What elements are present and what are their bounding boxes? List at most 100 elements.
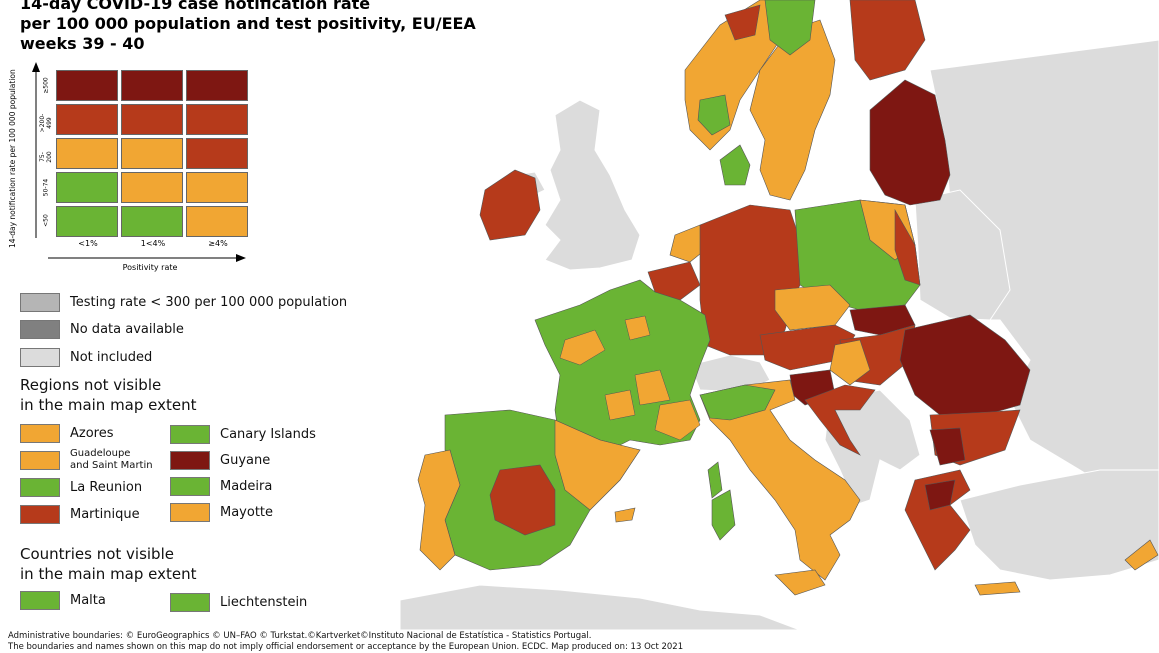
matrix-cell [121, 104, 183, 135]
matrix-cell [121, 172, 183, 203]
legend-region-mayotte: Mayotte [170, 503, 273, 522]
romania [899, 314, 1031, 416]
matrix-cell [121, 206, 183, 237]
regions-heading-line-1: Regions not visible [20, 376, 162, 394]
legend-country-malta: Malta [20, 591, 106, 610]
legend-swatch [20, 293, 60, 312]
matrix-row-label: 75-200 [39, 151, 53, 163]
bulgaria-west-dark [929, 427, 966, 466]
title-line-2: per 100 000 population and test positivi… [20, 14, 476, 33]
matrix-cell [56, 138, 118, 169]
legend-label: Guyane [220, 453, 271, 468]
denmark [719, 144, 751, 186]
legend-region-guyane: Guyane [170, 451, 270, 470]
map-title: 14-day COVID-19 case notification rate p… [20, 0, 476, 54]
legend-swatch [20, 348, 60, 367]
legend-label: La Reunion [70, 480, 143, 495]
legend-label-line-2: and Saint Martin [70, 460, 153, 471]
legend-label: Madeira [220, 479, 273, 494]
footer-line-1: Administrative boundaries: © EuroGeograp… [8, 631, 592, 641]
legend-label: No data available [70, 322, 184, 337]
italy [699, 379, 861, 581]
legend-swatch [20, 591, 60, 610]
title-line-3: weeks 39 - 40 [20, 34, 145, 53]
baltics [869, 79, 951, 206]
regions-heading: Regions not visible in the main map exte… [20, 375, 197, 415]
matrix-cell [186, 138, 248, 169]
legend-swatch [20, 505, 60, 524]
legend-swatch [20, 478, 60, 497]
matrix-axes [32, 62, 246, 262]
hungary-west-orange [829, 339, 871, 386]
matrix-cell [186, 206, 248, 237]
title-line-1: 14-day COVID-19 case notification rate [20, 0, 371, 13]
regions-heading-line-2: in the main map extent [20, 396, 197, 414]
greece-north-dark [924, 479, 956, 511]
greece [904, 469, 971, 571]
legend-region-madeira: Madeira [170, 477, 272, 496]
legend-country-liechtenstein: Liechtenstein [170, 593, 307, 612]
non-included-land [399, 39, 1159, 631]
legend-label: Testing rate < 300 per 100 000 populatio… [70, 295, 348, 310]
legend-swatch [170, 503, 210, 522]
legend-label: Azores [70, 426, 114, 441]
ireland [479, 169, 541, 241]
matrix-col-label: ≥4% [208, 239, 228, 248]
matrix-row-label: ≥500 [42, 77, 50, 94]
legend-region-azores: Azores [20, 424, 114, 443]
legend-label: Not included [70, 350, 153, 365]
crete [974, 581, 1021, 596]
sardinia [711, 489, 736, 541]
germany [699, 204, 806, 356]
legend-swatch [170, 425, 210, 444]
matrix-cell [56, 172, 118, 203]
legend-label: Malta [70, 593, 106, 608]
sweden-north-green [764, 0, 816, 56]
portugal [417, 449, 461, 571]
matrix-row-label: >200-499 [39, 113, 53, 133]
scandinavia [684, 0, 926, 201]
countries-heading-line-1: Countries not visible [20, 545, 174, 563]
legend-label: Martinique [70, 507, 140, 522]
croatia [804, 384, 876, 456]
legend-swatch [170, 477, 210, 496]
matrix-cell [56, 104, 118, 135]
matrix-row-label: 50-74 [42, 178, 50, 197]
norway-south-green [697, 94, 731, 136]
legend-swatch [170, 593, 210, 612]
map-footer: Administrative boundaries: © EuroGeograp… [8, 631, 683, 653]
matrix-x-axis-label: Positivity rate [122, 263, 178, 272]
legend-region-la-reunion: La Reunion [20, 478, 142, 497]
matrix-cell [186, 172, 248, 203]
france-orange-departments [559, 315, 701, 441]
belgium [647, 261, 701, 301]
legend-label: Canary Islands [220, 427, 316, 442]
legend-swatch [20, 424, 60, 443]
legend-label: Liechtenstein [220, 595, 308, 610]
finland [849, 0, 926, 81]
legend-label: Mayotte [220, 505, 274, 520]
cyprus [1124, 539, 1159, 571]
matrix-row-label: <50 [42, 214, 50, 227]
matrix-cell [56, 70, 118, 101]
legend-region-guadeloupe: Guadeloupe and Saint Martin [20, 448, 153, 472]
legend-swatch [170, 451, 210, 470]
spain-east-orange [554, 419, 641, 511]
matrix-cell [121, 138, 183, 169]
countries-heading: Countries not visible in the main map ex… [20, 544, 197, 584]
matrix-cell [56, 206, 118, 237]
poland-east-red [894, 208, 921, 286]
italy-north-green [699, 384, 776, 421]
legend-region-martinique: Martinique [20, 505, 140, 524]
sicily [774, 569, 826, 596]
countries-heading-line-2: in the main map extent [20, 565, 197, 583]
balearic [614, 507, 636, 523]
legend-label-line-1: Guadeloupe [70, 448, 131, 459]
norway-north-red [724, 4, 761, 41]
sweden [749, 19, 836, 201]
matrix-cell [121, 70, 183, 101]
matrix-col-label: 1<4% [140, 239, 166, 248]
legend-swatch [20, 320, 60, 339]
spain-madrid-red [489, 464, 556, 536]
netherlands [669, 224, 706, 263]
